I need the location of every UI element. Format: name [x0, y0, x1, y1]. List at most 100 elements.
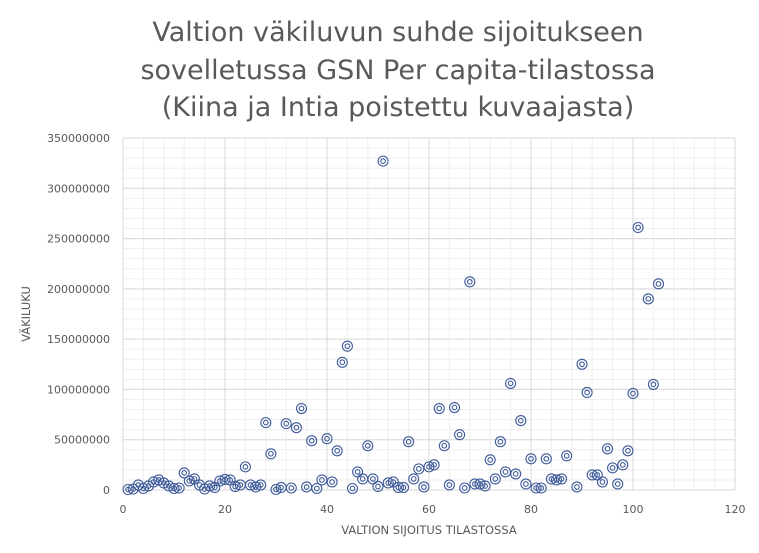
- data-point-inner-ring: [574, 484, 580, 490]
- data-point-inner-ring: [293, 424, 300, 431]
- data-point-inner-ring: [370, 476, 376, 482]
- data-point-outer-ring: [367, 473, 379, 485]
- data-point-outer-ring: [484, 454, 496, 466]
- data-point: [499, 466, 512, 478]
- data-point-outer-ring: [581, 386, 593, 398]
- x-tick-label: 80: [524, 503, 538, 516]
- data-point: [515, 415, 527, 427]
- data-point-outer-ring: [550, 474, 563, 486]
- data-point-inner-ring: [461, 485, 468, 491]
- x-tick-label: 100: [623, 503, 644, 516]
- data-point: [459, 482, 471, 494]
- data-point: [178, 467, 190, 479]
- y-tick-label: 0: [103, 484, 110, 497]
- data-point-inner-ring: [421, 484, 427, 490]
- data-point: [484, 454, 496, 466]
- data-point-outer-ring: [438, 440, 450, 452]
- data-point-outer-ring: [561, 450, 573, 462]
- data-point: [428, 459, 440, 471]
- data-point: [642, 293, 654, 305]
- y-tick-label: 250000000: [47, 233, 110, 246]
- data-point: [489, 473, 501, 485]
- data-point-inner-ring: [456, 431, 463, 438]
- data-point-inner-ring: [268, 450, 274, 457]
- data-point: [331, 445, 343, 457]
- x-tick-label: 120: [725, 503, 746, 516]
- data-point-inner-ring: [538, 485, 545, 491]
- data-point-outer-ring: [520, 478, 532, 490]
- data-point-inner-ring: [441, 442, 448, 449]
- x-tick-label: 20: [218, 503, 232, 516]
- data-point-outer-ring: [352, 466, 364, 478]
- data-point-inner-ring: [584, 389, 590, 396]
- data-point-outer-ring: [336, 356, 348, 368]
- data-point-outer-ring: [489, 473, 501, 485]
- data-point: [607, 462, 619, 474]
- data-point-outer-ring: [377, 155, 389, 167]
- chart-title: Valtion väkiluvun suhde sijoitukseen sov…: [140, 17, 655, 123]
- data-point-inner-ring: [405, 438, 412, 445]
- data-point-outer-ring: [255, 479, 267, 491]
- data-point-outer-ring: [571, 481, 583, 493]
- data-point-inner-ring: [283, 420, 290, 427]
- data-point: [581, 386, 593, 398]
- data-point: [479, 480, 491, 492]
- data-point: [571, 481, 583, 493]
- data-point: [290, 422, 302, 434]
- data-point: [173, 482, 185, 494]
- data-point: [280, 418, 292, 430]
- data-point-outer-ring: [178, 467, 190, 479]
- data-point-inner-ring: [344, 343, 351, 350]
- data-point: [377, 155, 389, 167]
- data-point-inner-ring: [579, 361, 585, 368]
- data-point-inner-ring: [609, 465, 616, 471]
- y-tick-label: 100000000: [47, 383, 110, 396]
- data-point-inner-ring: [242, 464, 249, 470]
- data-point-outer-ring: [295, 402, 308, 415]
- data-point: [438, 440, 450, 452]
- x-tick-label: 40: [320, 503, 334, 516]
- data-point-inner-ring: [313, 485, 320, 492]
- data-point: [556, 473, 568, 485]
- data-point: [285, 482, 297, 494]
- data-point-inner-ring: [191, 476, 198, 482]
- data-point-inner-ring: [227, 477, 233, 483]
- data-point: [596, 476, 608, 488]
- y-axis-title: VÄKILUKU: [18, 286, 33, 342]
- data-point-inner-ring: [257, 482, 264, 488]
- data-point-outer-ring: [290, 422, 302, 434]
- data-point: [520, 478, 532, 490]
- data-point-inner-ring: [650, 381, 657, 388]
- y-tick-label: 300000000: [47, 182, 110, 195]
- data-point-inner-ring: [635, 224, 641, 231]
- data-point-outer-ring: [372, 480, 384, 493]
- data-point-inner-ring: [298, 405, 305, 412]
- data-point: [494, 436, 506, 448]
- data-point-outer-ring: [530, 482, 542, 494]
- data-point: [617, 459, 629, 471]
- data-point-outer-ring: [433, 402, 445, 415]
- data-point-outer-ring: [321, 433, 333, 445]
- data-point-outer-ring: [617, 459, 629, 471]
- data-point: [433, 402, 445, 415]
- data-point: [341, 340, 353, 352]
- x-axis-title: VALTION SIJOITUS TILASTOSSA: [341, 523, 517, 537]
- data-point-inner-ring: [380, 158, 386, 164]
- data-points: [122, 155, 665, 496]
- data-point-outer-ring: [357, 473, 369, 485]
- data-point-inner-ring: [487, 456, 494, 463]
- data-point-outer-ring: [265, 448, 277, 460]
- data-point-outer-ring: [469, 478, 481, 490]
- data-point: [622, 445, 634, 457]
- y-tick-label: 200000000: [47, 283, 110, 296]
- data-point-inner-ring: [329, 479, 335, 485]
- y-axis-ticks: 0 50000000 100000000 150000000 200000000 2500…: [47, 132, 110, 497]
- data-point-inner-ring: [319, 477, 325, 483]
- data-point-outer-ring: [418, 481, 430, 493]
- data-point: [535, 482, 547, 494]
- data-point: [540, 453, 552, 465]
- data-point: [352, 466, 364, 478]
- data-point-outer-ring: [219, 473, 231, 485]
